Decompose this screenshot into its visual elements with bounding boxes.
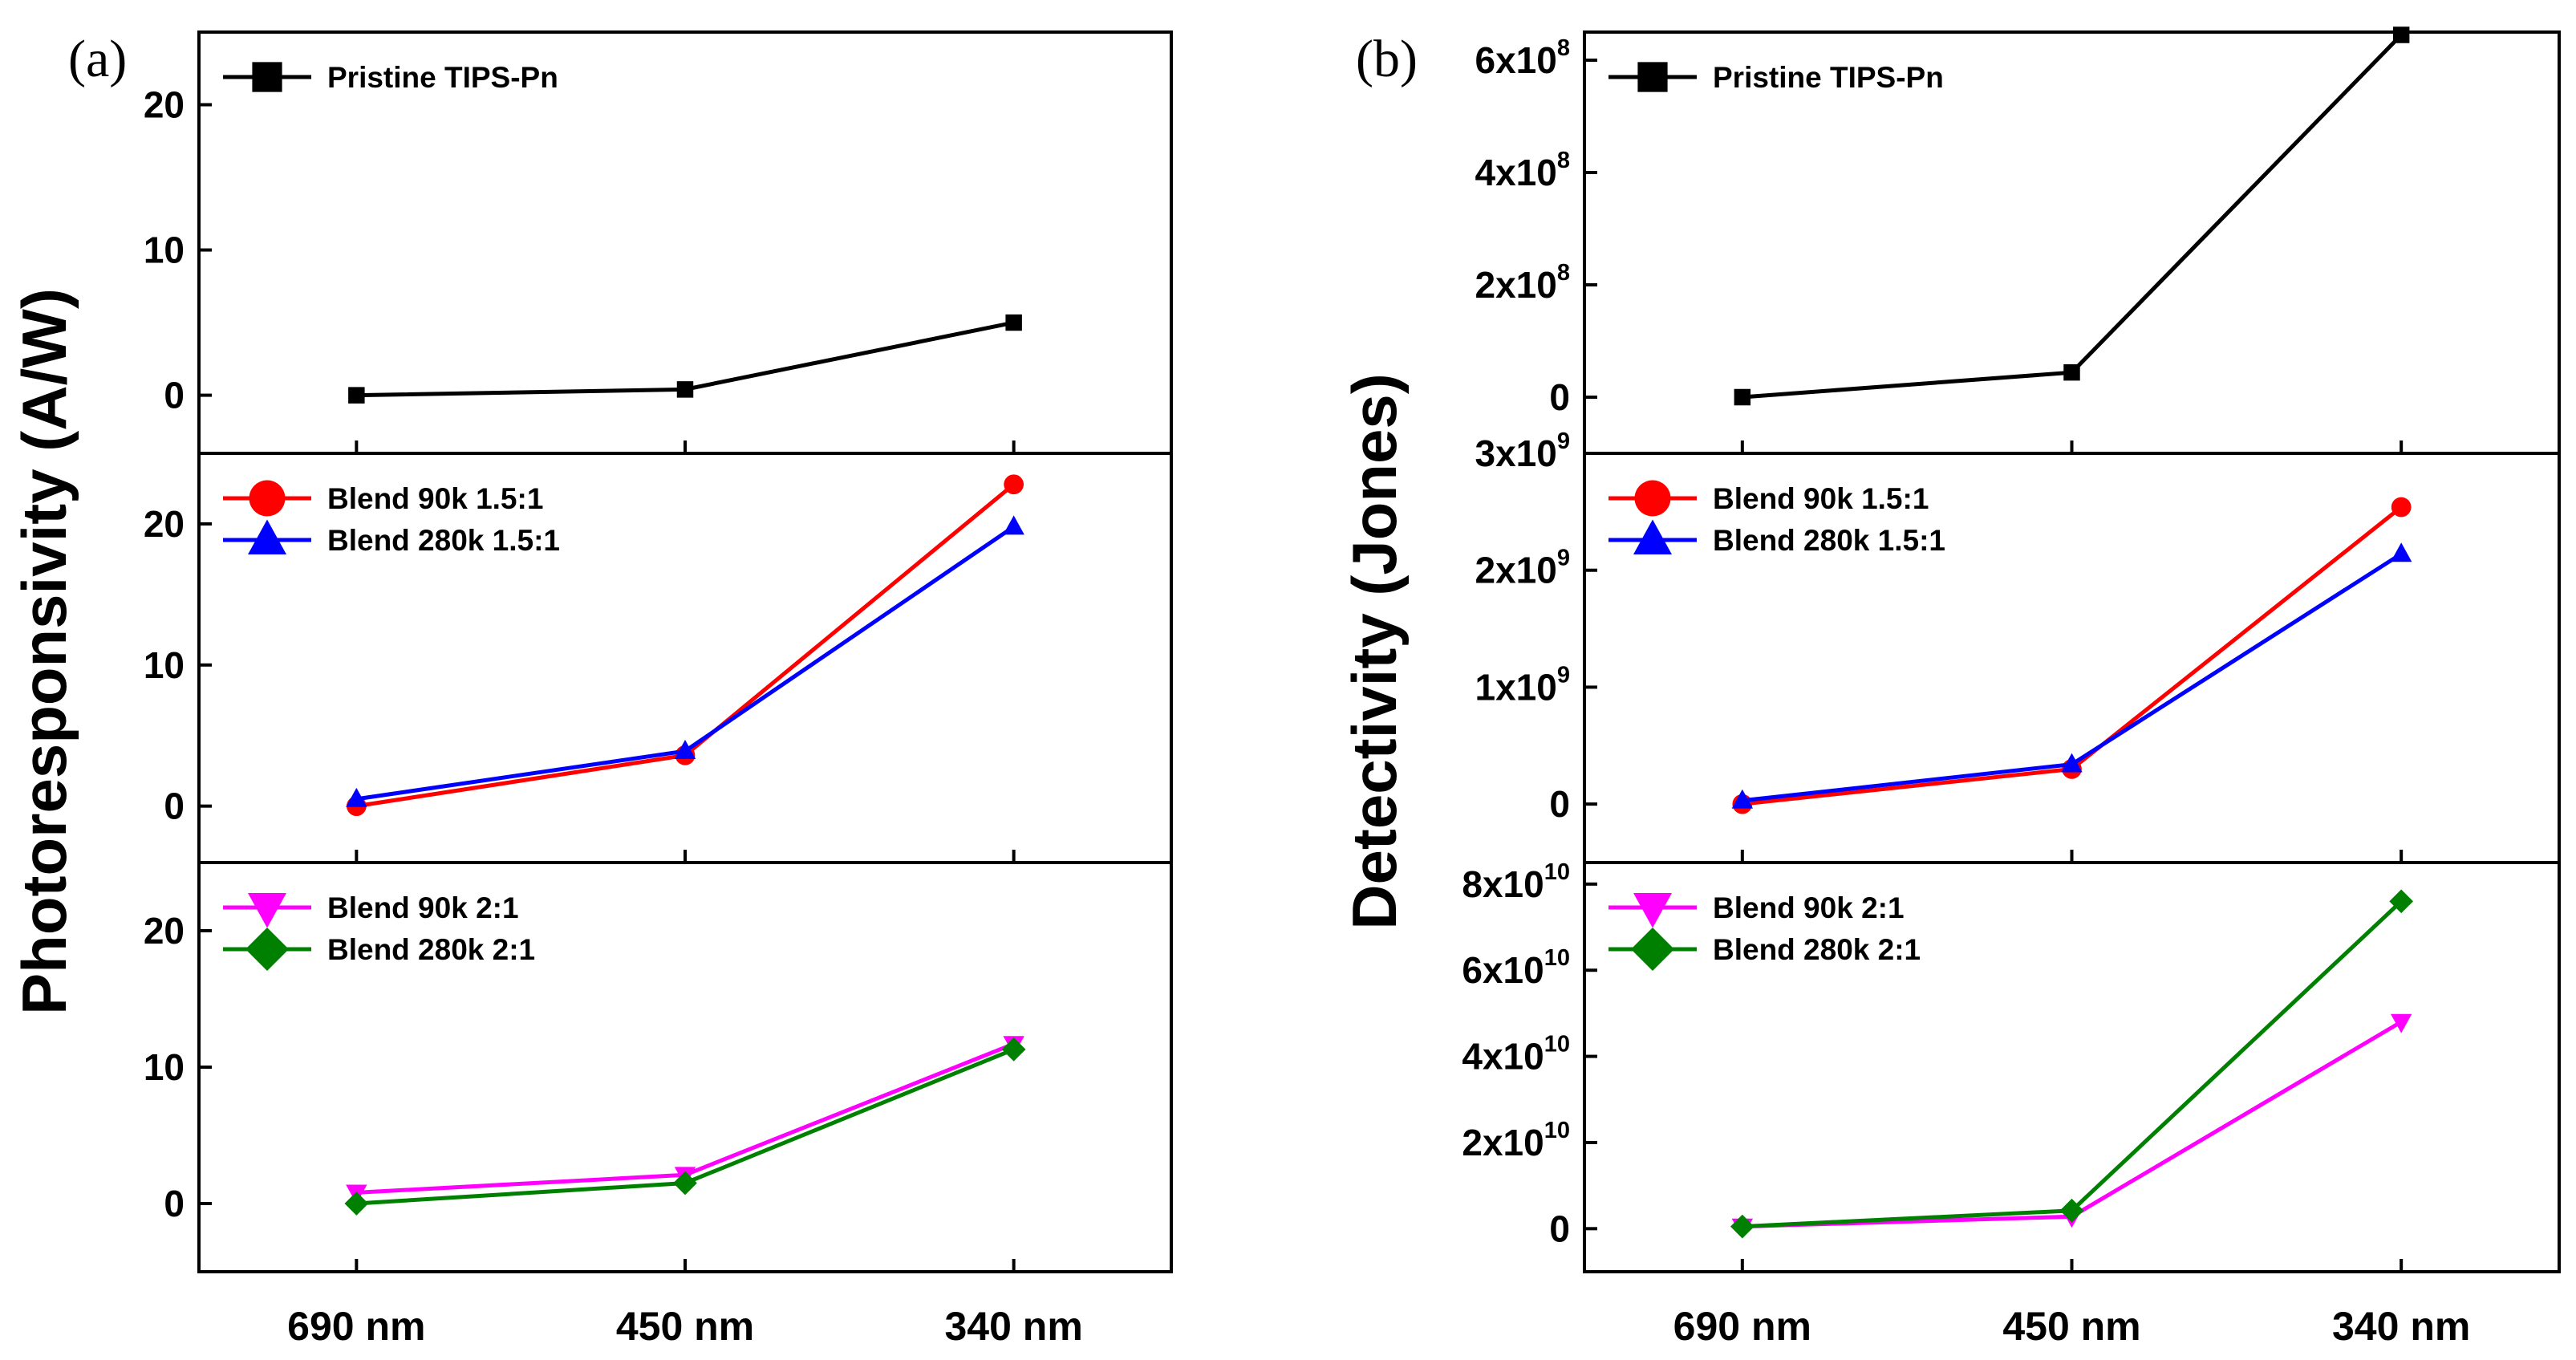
series-blend-280k-1-5-1 xyxy=(1731,542,2412,809)
subplot-1: 0 10 20 Pristine TIPS-Pn xyxy=(144,30,1173,455)
x-axis-labels: 690 nm 450 nm 340 nm xyxy=(287,1304,1083,1349)
legend-marker xyxy=(248,893,286,928)
legend-marker xyxy=(1633,519,1672,554)
y-axis-label: Photoresponsivity (A/W) xyxy=(9,288,79,1015)
legend-marker xyxy=(1633,893,1672,928)
legend-label: Blend 280k 2:1 xyxy=(1713,933,1921,966)
series-line xyxy=(1742,1020,2403,1229)
y-tick-label: 8x1010 xyxy=(1462,859,1570,905)
legend-marker xyxy=(1637,62,1668,92)
y-tick-label: 0 xyxy=(1549,783,1570,825)
data-point xyxy=(2390,1013,2412,1033)
y-tick-label: 2x1010 xyxy=(1462,1118,1570,1163)
series-blend-280k-1-5-1 xyxy=(346,515,1024,807)
legend-label: Blend 90k 2:1 xyxy=(327,891,519,924)
data-point xyxy=(348,387,365,404)
subplot-1: 0 2x108 4x108 6x108 Pristine TIPS-Pn xyxy=(1475,26,2561,455)
legend: Blend 90k 1.5:1 Blend 280k 1.5:1 xyxy=(1608,480,1945,557)
y-tick-label: 1x109 xyxy=(1475,662,1570,708)
legend-label: Blend 90k 1.5:1 xyxy=(1713,482,1929,515)
legend-label: Blend 280k 2:1 xyxy=(327,933,535,966)
series-pristine-tips-pn xyxy=(1734,26,2410,406)
data-point xyxy=(676,381,694,398)
series-blend-280k-2-1 xyxy=(1730,889,2414,1239)
legend-label: Blend 90k 2:1 xyxy=(1713,891,1905,924)
legend-marker xyxy=(1631,928,1674,971)
y-tick-label: 0 xyxy=(1549,1208,1570,1249)
legend-label: Pristine TIPS-Pn xyxy=(327,61,558,94)
panel-label: (a) xyxy=(68,30,127,88)
data-point xyxy=(2059,1198,2084,1223)
y-tick-label: 20 xyxy=(144,84,185,126)
subplot-3: 0 10 20 Blend 90k 2:1 Blend 280k 2:1 xyxy=(144,861,1173,1273)
series-blend-280k-2-1 xyxy=(344,1037,1026,1216)
y-tick-label: 0 xyxy=(1549,376,1570,418)
legend-marker xyxy=(1634,480,1671,517)
y-tick-label: 4x1010 xyxy=(1462,1032,1570,1078)
data-point xyxy=(2063,363,2080,381)
y-tick-label: 10 xyxy=(144,1046,185,1088)
x-tick-label: 690 nm xyxy=(1673,1304,1811,1349)
data-point xyxy=(2061,753,2083,773)
data-point xyxy=(1005,314,1022,331)
x-tick-label: 690 nm xyxy=(287,1304,425,1349)
y-tick-label: 0 xyxy=(164,375,185,416)
legend-label: Pristine TIPS-Pn xyxy=(1713,61,1944,94)
data-point xyxy=(2392,26,2410,43)
data-point xyxy=(1004,474,1024,495)
panel-b: (b) Detectivity (Jones) 0 2x108 4x108 6x108 Pr… xyxy=(1339,26,2561,1349)
legend-marker xyxy=(245,928,289,971)
y-tick-label: 3x109 xyxy=(1475,428,1570,474)
legend: Blend 90k 2:1 Blend 280k 2:1 xyxy=(223,891,535,971)
data-point xyxy=(344,1192,369,1216)
panel-a: (a) Photoresponsivity (A/W) 0 10 20 Pristine … xyxy=(9,30,1173,1349)
panel-label: (b) xyxy=(1356,30,1418,88)
legend-marker xyxy=(252,62,282,92)
y-tick-label: 10 xyxy=(144,229,185,271)
data-point xyxy=(2391,497,2412,518)
y-tick-label: 20 xyxy=(144,503,185,545)
y-tick-label: 0 xyxy=(164,786,185,827)
data-point xyxy=(1734,388,1751,406)
y-tick-label: 20 xyxy=(144,910,185,952)
x-tick-label: 450 nm xyxy=(616,1304,754,1349)
plot-frame xyxy=(1583,30,2561,455)
data-point xyxy=(2390,542,2412,562)
subplot-2: 0 10 20 Blend 90k 1.5:1 Blend 280k 1.5:1 xyxy=(144,452,1173,864)
legend: Blend 90k 2:1 Blend 280k 2:1 xyxy=(1608,891,1921,971)
data-point xyxy=(1730,1214,1755,1239)
legend: Blend 90k 1.5:1 Blend 280k 1.5:1 xyxy=(223,480,560,557)
data-point xyxy=(346,787,367,807)
legend-marker xyxy=(249,480,286,517)
data-point xyxy=(1731,789,1754,809)
series-pristine-tips-pn xyxy=(348,314,1022,404)
y-tick-label: 2x108 xyxy=(1475,260,1570,306)
y-tick-label: 10 xyxy=(144,644,185,686)
x-tick-label: 340 nm xyxy=(944,1304,1082,1349)
y-tick-label: 0 xyxy=(164,1183,185,1224)
legend-marker xyxy=(248,519,286,554)
x-tick-label: 450 nm xyxy=(2002,1304,2140,1349)
y-axis-label: Detectivity (Jones) xyxy=(1339,373,1410,930)
y-tick-label: 6x108 xyxy=(1475,35,1570,81)
y-tick-label: 6x1010 xyxy=(1462,945,1570,991)
data-point xyxy=(1003,515,1024,535)
x-axis-labels: 690 nm 450 nm 340 nm xyxy=(1673,1304,2471,1349)
legend: Pristine TIPS-Pn xyxy=(1608,61,1944,94)
legend: Pristine TIPS-Pn xyxy=(223,61,558,94)
x-tick-label: 340 nm xyxy=(2332,1304,2470,1349)
data-point xyxy=(2389,889,2414,914)
data-point xyxy=(1001,1037,1026,1062)
y-tick-label: 4x108 xyxy=(1475,148,1570,193)
data-point xyxy=(674,740,696,759)
legend-label: Blend 90k 1.5:1 xyxy=(327,482,543,515)
legend-label: Blend 280k 1.5:1 xyxy=(1713,524,1945,557)
legend-label: Blend 280k 1.5:1 xyxy=(327,524,560,557)
subplot-2: 0 1x109 2x109 3x109 Blend 90k 1.5:1 Blend 280… xyxy=(1475,428,2561,864)
data-point xyxy=(673,1171,697,1196)
y-tick-label: 2x109 xyxy=(1475,546,1570,591)
